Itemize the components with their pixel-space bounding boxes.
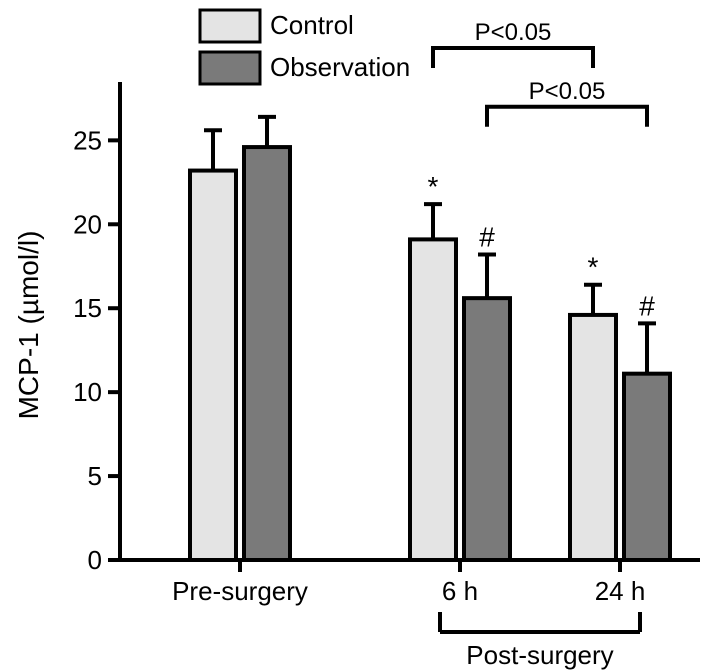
y-axis-label: MCP-1 (µmol/l) — [13, 231, 44, 420]
y-tick-label: 25 — [73, 125, 102, 155]
bar-control — [190, 171, 236, 560]
y-tick-label: 0 — [88, 545, 102, 575]
y-tick-label: 20 — [73, 209, 102, 239]
x-tick-label: 24 h — [595, 576, 646, 606]
x-tick-label: Pre-surgery — [172, 576, 308, 606]
bar-control — [410, 239, 456, 560]
sig-annotation: * — [588, 252, 599, 283]
bar-observation — [624, 374, 670, 560]
sig-annotation: # — [479, 222, 495, 253]
group-label: Post-surgery — [466, 640, 613, 670]
sig-annotation: # — [639, 290, 655, 321]
legend-label: Observation — [270, 52, 410, 82]
legend-swatch — [200, 52, 260, 84]
legend-label: Control — [270, 10, 354, 40]
y-tick-label: 5 — [88, 461, 102, 491]
bar-chart: 0 5 10 15 20 25 MCP-1 (µmol/l) Pre-surgery * #6 h… — [0, 0, 724, 671]
bar-observation — [464, 298, 510, 560]
legend-swatch — [200, 10, 260, 42]
x-tick-label: 6 h — [442, 576, 478, 606]
chart-container: 0 5 10 15 20 25 MCP-1 (µmol/l) Pre-surgery * #6 h… — [0, 0, 724, 671]
y-tick-label: 10 — [73, 377, 102, 407]
bar-control — [570, 315, 616, 560]
bar-observation — [244, 147, 290, 560]
sig-annotation: * — [428, 171, 439, 202]
sig-bracket-label: P<0.05 — [475, 19, 552, 46]
y-tick-label: 15 — [73, 293, 102, 323]
sig-bracket-label: P<0.05 — [529, 78, 606, 105]
